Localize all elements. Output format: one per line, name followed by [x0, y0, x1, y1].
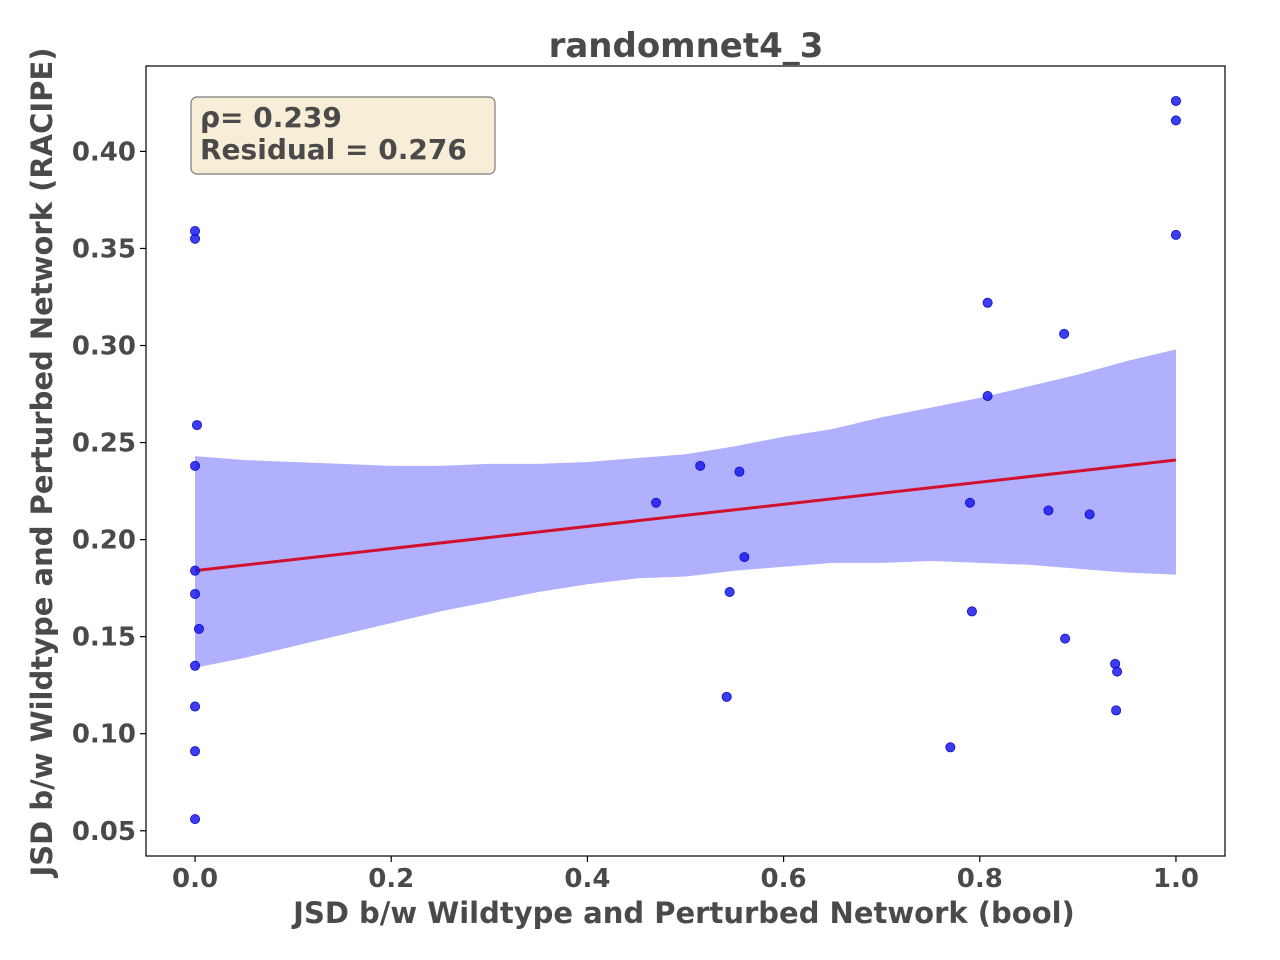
confidence-band-layer — [195, 349, 1176, 668]
data-point — [190, 565, 201, 576]
data-point — [982, 390, 993, 401]
data-point — [1112, 666, 1123, 677]
y-axis-ticks: 0.05 0.10 0.15 0.20 0.25 0.30 0.35 0.40 — [72, 137, 146, 847]
data-point — [1170, 95, 1181, 106]
y-tick-label: 0.10 — [72, 720, 136, 750]
x-tick-label: 0.4 — [564, 864, 610, 894]
x-axis-ticks: 0.0 0.2 0.4 0.6 0.8 1.0 — [172, 856, 1199, 894]
confidence-band — [195, 349, 1176, 668]
data-point — [190, 746, 201, 757]
data-point — [190, 701, 201, 712]
data-points-layer — [190, 95, 1181, 825]
y-tick-label: 0.30 — [72, 332, 136, 362]
data-point — [1059, 328, 1070, 339]
data-point — [190, 814, 201, 825]
data-point — [964, 497, 975, 508]
data-point — [982, 297, 993, 308]
annotation-rho: ρ= 0.239 — [200, 101, 342, 134]
y-tick-label: 0.15 — [72, 623, 136, 653]
x-tick-label: 0.6 — [761, 864, 807, 894]
data-point — [1170, 229, 1181, 240]
x-tick-label: 0.2 — [368, 864, 414, 894]
y-tick-label: 0.05 — [72, 817, 136, 847]
data-point — [721, 691, 732, 702]
y-tick-label: 0.25 — [72, 429, 136, 459]
data-point — [966, 606, 977, 617]
y-tick-label: 0.20 — [72, 526, 136, 556]
data-point — [190, 588, 201, 599]
annotation-residual: Residual = 0.276 — [200, 133, 467, 166]
data-point — [651, 497, 662, 508]
data-point — [1060, 633, 1071, 644]
y-tick-label: 0.40 — [72, 137, 136, 167]
data-point — [695, 460, 706, 471]
data-point — [190, 233, 201, 244]
data-point — [1084, 509, 1095, 520]
regression-line — [194, 458, 1177, 573]
data-point — [190, 460, 201, 471]
data-point — [724, 587, 735, 598]
x-tick-label: 0.0 — [172, 864, 218, 894]
chart-title: randomnet4_3 — [549, 26, 824, 66]
x-axis-label: JSD b/w Wildtype and Perturbed Network (… — [291, 896, 1075, 930]
data-point — [1043, 505, 1054, 516]
annotation-box: ρ= 0.239 Residual = 0.276 — [190, 96, 496, 175]
plot-frame — [145, 65, 1226, 857]
data-point — [739, 552, 750, 563]
data-point — [192, 420, 203, 431]
data-point — [1170, 115, 1181, 126]
y-tick-label: 0.35 — [72, 234, 136, 264]
x-tick-label: 0.8 — [957, 864, 1003, 894]
data-point — [734, 466, 745, 477]
x-tick-label: 1.0 — [1153, 864, 1199, 894]
data-point — [193, 623, 204, 634]
regression-line-layer — [194, 458, 1177, 573]
data-point — [1111, 705, 1122, 716]
data-point — [945, 742, 956, 753]
annotation-background — [190, 96, 496, 175]
y-axis-label: JSD b/w Wildtype and Perturbed Network (… — [25, 47, 59, 878]
data-point — [190, 660, 201, 671]
